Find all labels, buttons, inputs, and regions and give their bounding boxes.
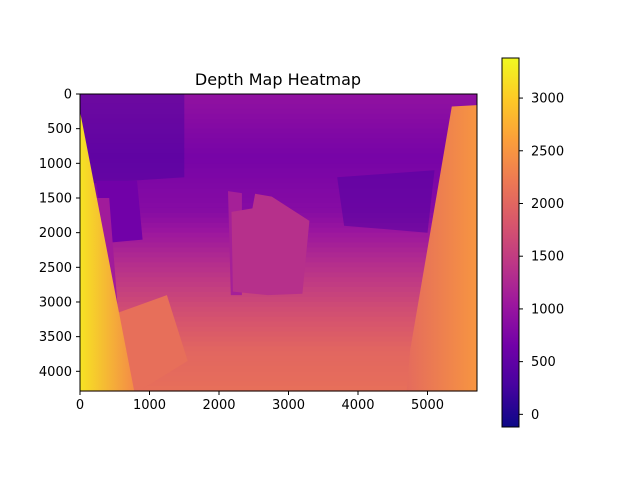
heatmap-band: [80, 331, 477, 338]
heatmap-band: [80, 326, 477, 333]
heatmap-band: [80, 386, 477, 392]
plot-frame: [79, 93, 478, 392]
x-tick-label: 5000: [411, 398, 444, 413]
heatmap-band: [80, 108, 477, 115]
region-right-dark-zone: [337, 170, 435, 233]
heatmap-band: [80, 133, 477, 140]
region-center-furniture: [231, 193, 310, 296]
region-left-wall: [80, 111, 135, 392]
region-right-wall: [406, 105, 477, 391]
heatmap-band: [80, 138, 477, 145]
heatmap-band: [80, 168, 477, 174]
colorbar-tick-label: 2000: [531, 197, 564, 212]
heatmap-band: [80, 356, 477, 362]
heatmap-band: [80, 143, 477, 150]
heatmap-band: [80, 366, 477, 372]
region-upper-dark-zone: [80, 94, 185, 185]
heatmap-band: [80, 178, 477, 184]
x-tick-label: 0: [76, 398, 84, 413]
heatmap-band: [80, 336, 477, 343]
x-tick-label: 3000: [272, 398, 305, 413]
heatmap-band: [80, 321, 477, 328]
heatmap-band: [80, 361, 477, 367]
heatmap-band: [80, 153, 477, 159]
heatmap-band: [80, 306, 477, 313]
x-tick-label: 4000: [341, 398, 374, 413]
heatmap-band: [80, 301, 477, 308]
heatmap-band: [80, 197, 477, 204]
heatmap-band: [80, 173, 477, 179]
y-tick-label: 2500: [39, 261, 72, 276]
y-tick-label: 3500: [39, 330, 72, 345]
heatmap-band: [80, 188, 477, 194]
y-tick-label: 3000: [39, 295, 72, 310]
heatmap-band: [80, 292, 477, 298]
colorbar-tick-label: 500: [531, 355, 556, 370]
y-tick-label: 1500: [39, 191, 72, 206]
heatmap-band: [80, 296, 477, 303]
heatmap-band: [80, 98, 477, 105]
colorbar-ticks: 0 500 1000 1500 2000 2500 3000: [519, 92, 564, 423]
colorbar-tick-label: 1000: [531, 302, 564, 317]
heatmap-band: [80, 341, 477, 348]
region-left-object: [118, 295, 188, 391]
colorbar: 0 500 1000 1500 2000 2500 3000: [501, 57, 564, 428]
heatmap-band: [80, 376, 477, 382]
heatmap-band: [80, 113, 477, 120]
heatmap-band: [80, 123, 477, 130]
heatmap-band: [80, 118, 477, 125]
heatmap-area: [79, 93, 478, 392]
y-tick-label: 2000: [39, 226, 72, 241]
x-tick-label: 1000: [133, 398, 166, 413]
colorbar-tick-label: 1500: [531, 250, 564, 265]
y-tick-label: 1000: [39, 157, 72, 172]
heatmap-band: [80, 351, 477, 357]
heatmap-band: [80, 103, 477, 110]
heatmap-band: [80, 371, 477, 377]
y-tick-label: 4000: [39, 365, 72, 380]
heatmap-band: [80, 193, 477, 199]
x-tick-label: 2000: [202, 398, 235, 413]
heatmap-band: [80, 163, 477, 169]
colorbar-gradient: [501, 57, 520, 428]
y-tick-label: 500: [47, 122, 72, 137]
colorbar-tick-label: 2500: [531, 144, 564, 159]
heatmap-band: [80, 311, 477, 318]
colorbar-tick-label: 0: [531, 408, 539, 423]
heatmap-band: [80, 316, 477, 323]
heatmap-band: [80, 346, 477, 352]
y-axis: 0 500 1000 1500 2000 2500 3000 3500 4000: [39, 88, 80, 380]
heatmap-band: [80, 128, 477, 135]
heatmap-band: [80, 148, 477, 154]
heatmap-band: [80, 381, 477, 387]
heatmap-band: [80, 183, 477, 189]
heatmap-band: [80, 158, 477, 164]
heatmap-band: [80, 94, 477, 100]
chart-title: Depth Map Heatmap: [195, 70, 361, 89]
colorbar-tick-label: 3000: [531, 92, 564, 107]
x-axis: 0 1000 2000 3000 4000 5000: [76, 391, 444, 413]
y-tick-label: 0: [64, 88, 72, 103]
heatmap-regions: [80, 94, 477, 392]
